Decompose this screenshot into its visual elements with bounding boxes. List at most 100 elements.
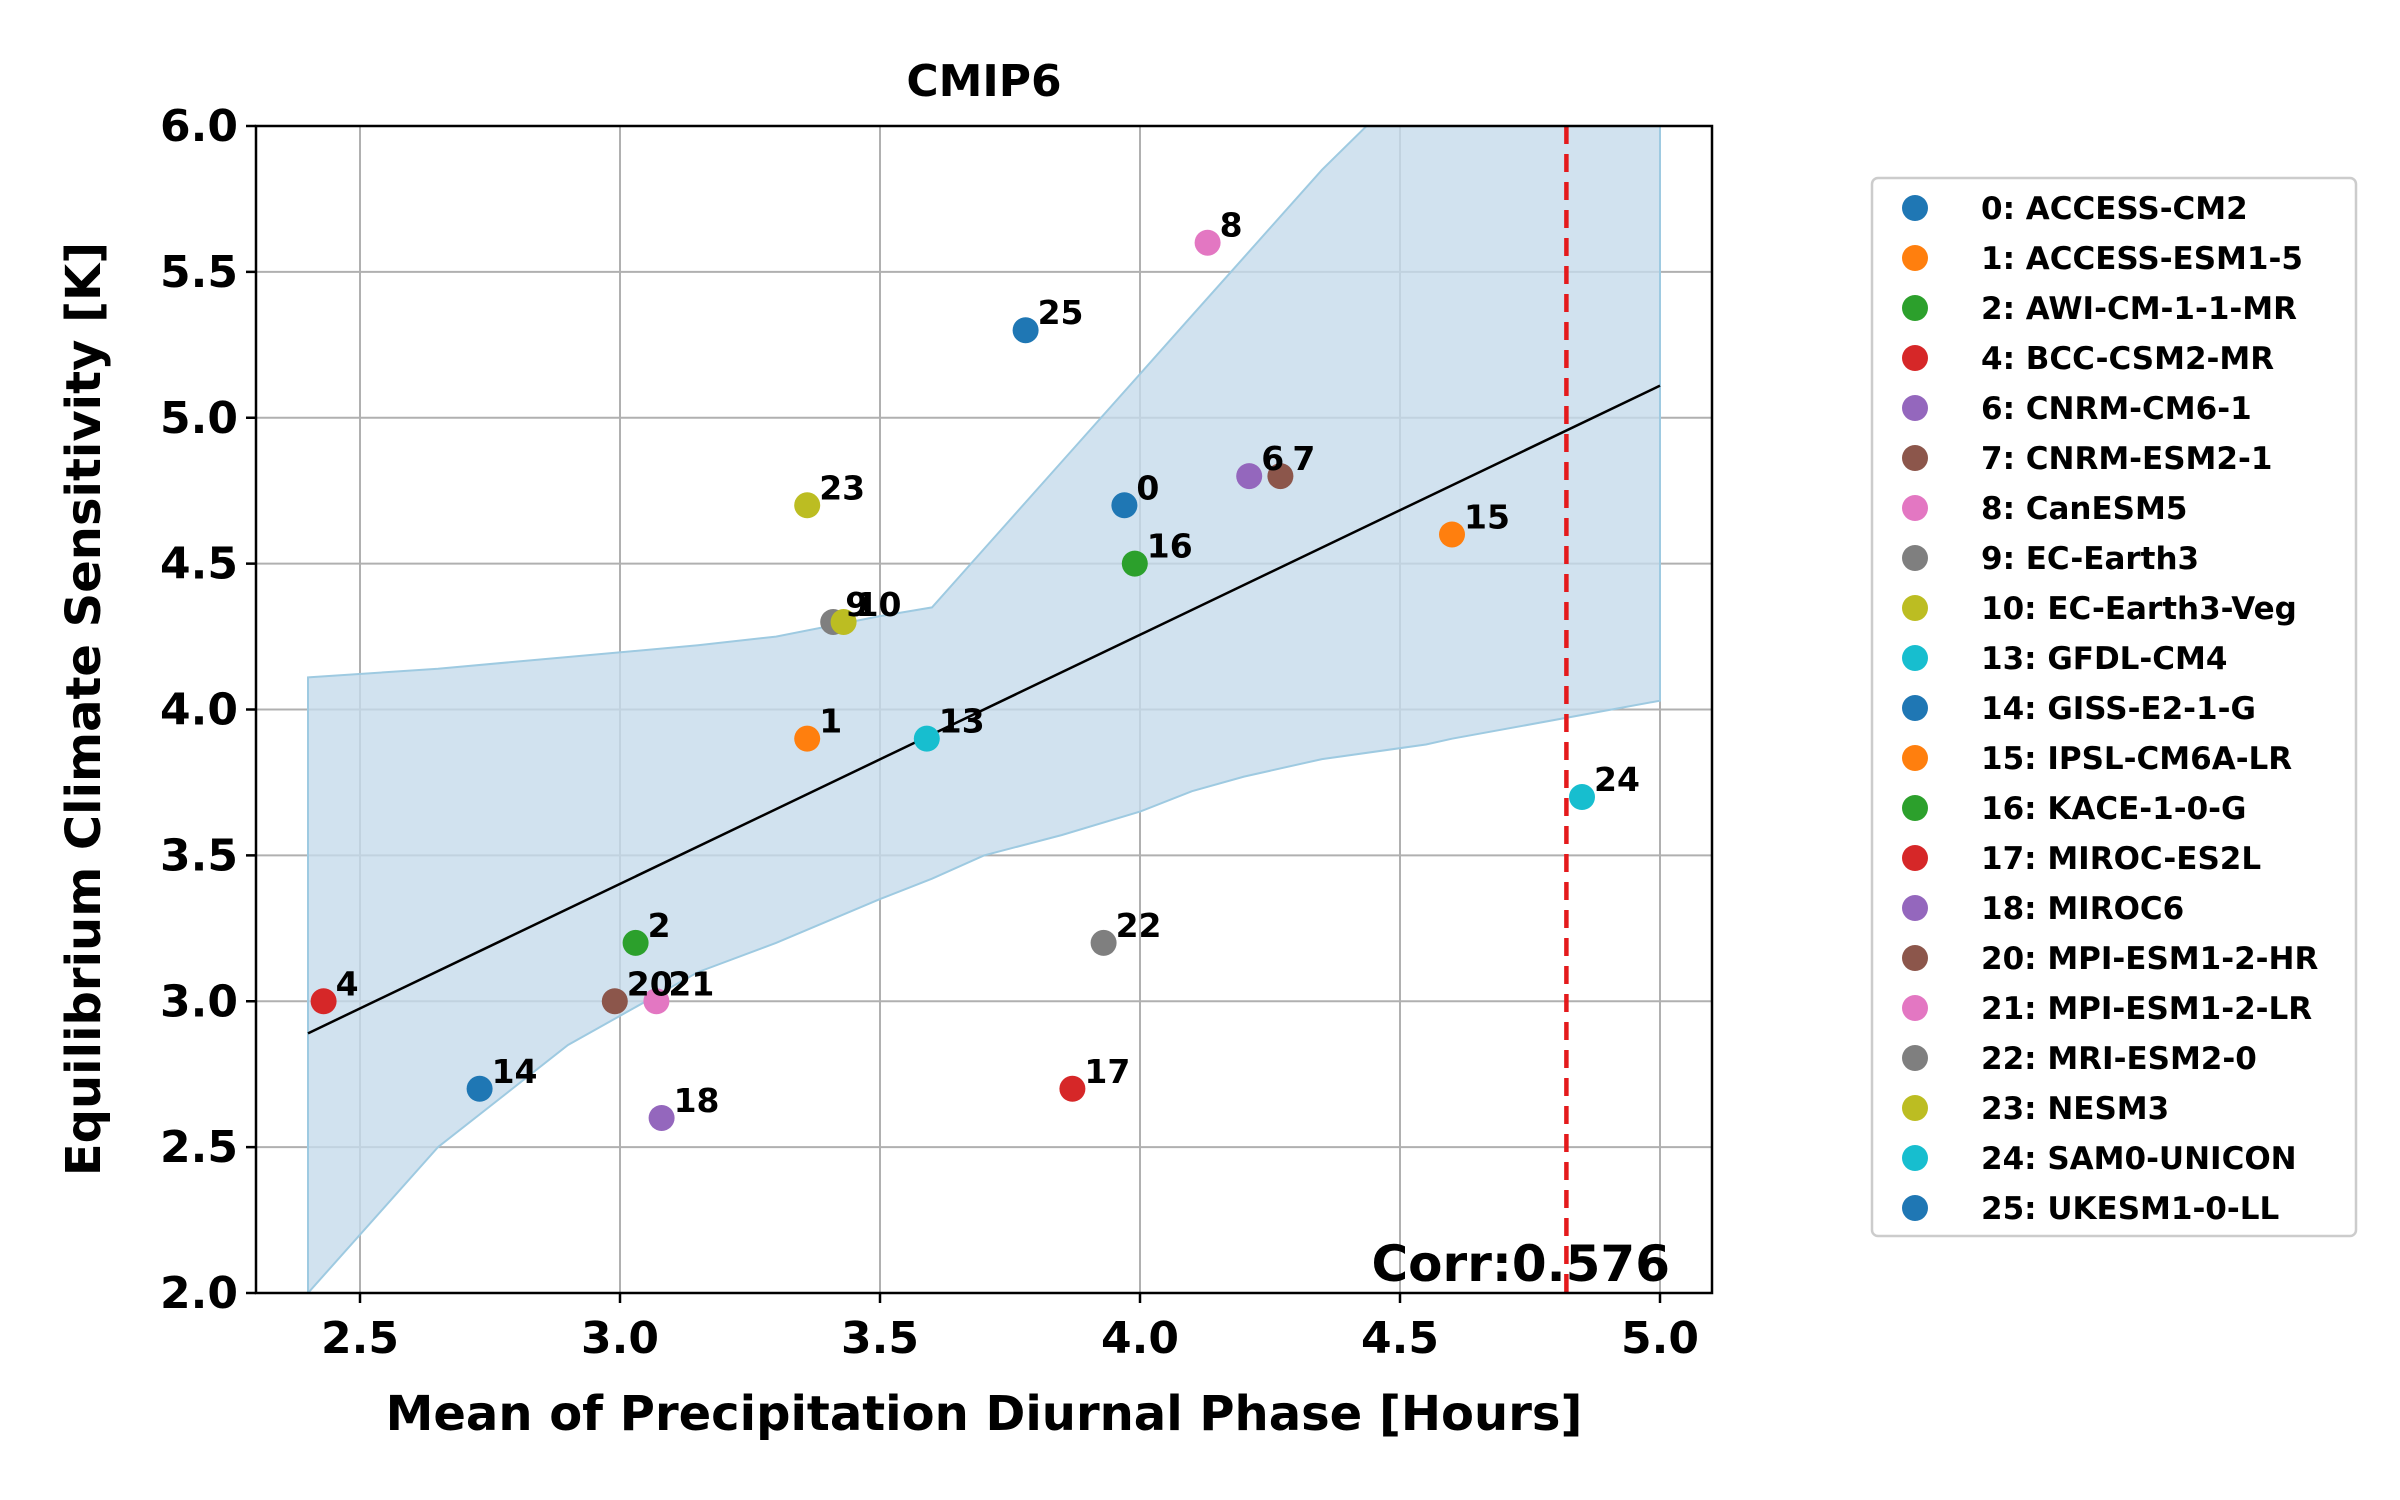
point-label-16: 16 [1147,527,1193,566]
point-label-4: 4 [336,964,359,1003]
legend-marker-21 [1902,995,1928,1021]
legend-label-6: 6: CNRM-CM6-1 [1981,391,2252,427]
point-label-8: 8 [1220,206,1243,245]
x-tick-label: 4.5 [1361,1313,1439,1364]
x-axis-label: Mean of Precipitation Diurnal Phase [Hou… [386,1386,1583,1442]
legend-marker-8 [1902,495,1928,521]
data-point-24 [1569,784,1595,811]
correlation-annotation: Corr:0.576 [1371,1235,1670,1293]
legend-label-20: 20: MPI-ESM1-2-HR [1981,941,2318,977]
legend-label-0: 0: ACCESS-CM2 [1981,191,2248,227]
point-label-23: 23 [819,468,865,507]
point-label-25: 25 [1038,293,1084,332]
data-point-22 [1090,929,1117,956]
legend-marker-18 [1902,895,1928,921]
point-label-22: 22 [1116,906,1162,945]
legend-label-16: 16: KACE-1-0-G [1981,791,2246,827]
legend-label-13: 13: GFDL-CM4 [1981,641,2227,677]
legend-frame [1870,176,2358,1238]
x-tick-label: 3.0 [581,1313,659,1364]
legend-label-21: 21: MPI-ESM1-2-LR [1981,991,2312,1027]
y-tick-label: 3.0 [160,976,238,1027]
point-label-9: 9 [845,585,868,624]
legend-marker-6 [1902,395,1928,421]
legend-label-2: 2: AWI-CM-1-1-MR [1981,291,2297,327]
y-tick-label: 6.0 [160,101,238,152]
legend-label-10: 10: EC-Earth3-Veg [1981,591,2297,627]
y-tick-label: 4.5 [160,539,238,590]
legend-marker-10 [1902,595,1928,621]
legend-marker-24 [1902,1145,1928,1171]
x-tick-label: 2.5 [321,1313,399,1364]
legend-label-8: 8: CanESM5 [1981,491,2187,527]
legend-marker-7 [1902,445,1928,471]
data-point-2 [622,929,649,956]
legend-marker-23 [1902,1095,1928,1121]
data-point-20 [601,988,628,1015]
legend-marker-4 [1902,345,1928,371]
y-tick-label: 2.0 [160,1268,238,1319]
legend-marker-9 [1902,545,1928,571]
legend-marker-20 [1902,945,1928,971]
x-axis: 2.5 3.0 3.5 4.0 4.5 5.0 [321,1293,1699,1364]
y-tick-label: 3.5 [160,830,238,881]
legend-label-17: 17: MIROC-ES2L [1981,841,2261,877]
legend-label-22: 22: MRI-ESM2-0 [1981,1041,2257,1077]
legend-label-4: 4: BCC-CSM2-MR [1981,341,2274,377]
legend-label-25: 25: UKESM1-0-LL [1981,1191,2279,1227]
point-label-17: 17 [1084,1052,1130,1091]
data-point-14 [466,1075,493,1102]
legend: 0: ACCESS-CM2 1: ACCESS-ESM1-5 2: AWI-CM-1… [1870,176,2358,1238]
data-point-6 [1236,463,1263,490]
data-point-21 [643,988,670,1015]
point-label-18: 18 [674,1081,720,1120]
legend-marker-1 [1902,245,1928,271]
legend-label-18: 18: MIROC6 [1981,891,2184,927]
point-label-21: 21 [668,964,714,1003]
legend-label-1: 1: ACCESS-ESM1-5 [1981,241,2303,277]
point-label-10: 10 [856,585,902,624]
y-tick-label: 4.0 [160,685,238,736]
legend-label-23: 23: NESM3 [1981,1091,2169,1127]
data-point-15 [1439,521,1465,548]
data-point-8 [1194,229,1221,256]
data-point-1 [794,725,821,752]
legend-label-14: 14: GISS-E2-1-G [1981,691,2256,727]
x-tick-label: 5.0 [1621,1313,1699,1364]
point-label-14: 14 [492,1052,538,1091]
point-label-1: 1 [819,702,842,741]
x-tick-label: 3.5 [841,1313,919,1364]
data-point-10 [830,608,857,635]
y-axis-label: Equilibrium Climate Sensitivity [K] [56,242,112,1176]
legend-marker-14 [1902,695,1928,721]
legend-marker-17 [1902,845,1928,871]
point-label-13: 13 [939,702,985,741]
legend-marker-22 [1902,1045,1928,1071]
regression-line [307,384,1661,1035]
legend-marker-16 [1902,795,1928,821]
chart-title: CMIP6 [906,56,1061,107]
data-point-4 [310,988,337,1015]
data-point-25 [1012,317,1039,344]
data-point-17 [1059,1075,1086,1102]
data-point-0 [1111,492,1138,519]
point-label-0: 0 [1136,468,1159,507]
y-tick-label: 5.0 [160,393,238,444]
y-tick-label: 5.5 [160,247,238,298]
legend-label-9: 9: EC-Earth3 [1981,541,2199,577]
point-label-2: 2 [648,906,671,945]
y-axis: 2.0 2.5 3.0 3.5 4.0 4.5 5.0 5.5 6.0 [160,101,256,1319]
legend-marker-25 [1902,1195,1928,1221]
point-label-15: 15 [1464,497,1510,536]
data-point-18 [648,1104,675,1131]
point-label-20: 20 [627,964,673,1003]
data-point-16 [1121,550,1148,577]
legend-label-15: 15: IPSL-CM6A-LR [1981,741,2292,777]
point-label-6: 6 [1261,439,1284,478]
legend-marker-15 [1902,745,1928,771]
y-tick-label: 2.5 [160,1122,238,1173]
legend-label-24: 24: SAM0-UNICON [1981,1141,2297,1177]
point-label-24: 24 [1594,760,1640,799]
legend-label-7: 7: CNRM-ESM2-1 [1981,441,2272,477]
